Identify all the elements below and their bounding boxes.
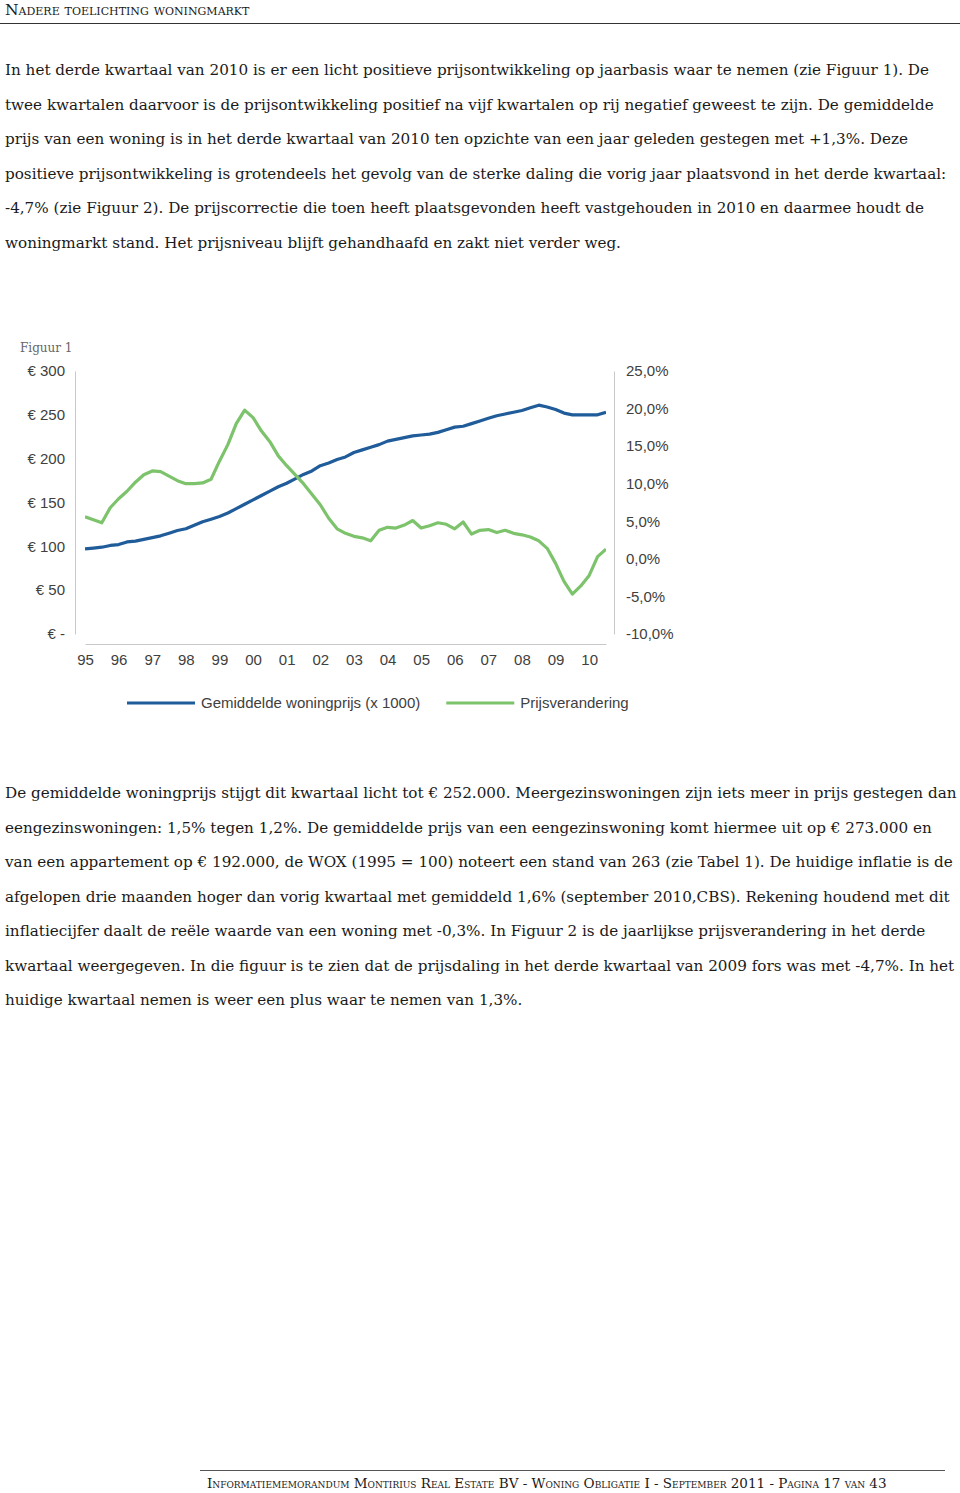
page-footer: Informatiememorandum Montirius Real Esta… bbox=[207, 1474, 886, 1492]
y2-axis-tick-label: 15,0% bbox=[626, 437, 669, 454]
y-axis-tick: € 50 bbox=[36, 581, 75, 598]
x-axis-tick-label: 02 bbox=[312, 651, 329, 668]
y2-axis-tick-label: 5,0% bbox=[626, 513, 660, 530]
x-axis: 95 96 97 98 99 00 01 02 03 04 05 06 07 08 09 10 bbox=[77, 644, 606, 668]
y-axis-tick: € 150 bbox=[27, 494, 75, 511]
y2-axis: -10,0% -5,0% 0,0% 5,0% 10,0% 15,0% 20,0% 25,0% bbox=[614, 362, 674, 642]
x-axis-tick-label: 04 bbox=[380, 651, 397, 668]
x-axis-tick-label: 95 bbox=[77, 651, 94, 668]
x-axis-tick: 96 bbox=[111, 644, 128, 668]
legend-item: Gemiddelde woningprijs (x 1000) bbox=[127, 694, 420, 711]
x-axis-tick-label: 01 bbox=[279, 651, 296, 668]
y2-axis-tick-label: 0,0% bbox=[626, 550, 660, 567]
y2-axis-tick: 20,0% bbox=[614, 400, 669, 417]
x-axis-tick-label: 10 bbox=[581, 651, 598, 668]
x-axis-tick: 05 bbox=[413, 644, 430, 668]
x-axis-tick: 09 bbox=[548, 644, 565, 668]
chart: € - € 50 € 100 € 150 € 200 € 250 € 300 -10,0% -5… bbox=[0, 340, 960, 740]
data-line bbox=[85, 410, 606, 594]
y-axis-tick: € - bbox=[47, 625, 75, 642]
x-axis-tick-label: 05 bbox=[413, 651, 430, 668]
legend-swatch bbox=[446, 701, 514, 704]
y-axis-tick: € 100 bbox=[27, 538, 75, 555]
x-axis-tick: 08 bbox=[514, 644, 531, 668]
x-axis-tick-label: 08 bbox=[514, 651, 531, 668]
x-axis-tick: 98 bbox=[178, 644, 195, 668]
page-heading: Nadere toelichting woningmarkt bbox=[5, 0, 249, 20]
y2-axis-tick-label: -5,0% bbox=[626, 588, 665, 605]
y2-axis-tick: 0,0% bbox=[614, 550, 660, 567]
heading-rule bbox=[0, 23, 960, 24]
x-axis-tick: 01 bbox=[279, 644, 296, 668]
legend-item: Prijsverandering bbox=[446, 694, 628, 711]
y-axis-tick-label: € 150 bbox=[27, 494, 65, 511]
y2-axis-tick-label: 10,0% bbox=[626, 475, 669, 492]
legend-swatch bbox=[127, 701, 195, 704]
x-axis-tick: 95 bbox=[77, 644, 94, 668]
legend: Gemiddelde woningprijs (x 1000) Prijsvera… bbox=[127, 694, 629, 711]
y-axis-tick-label: € 100 bbox=[27, 538, 65, 555]
x-axis-tick-label: 99 bbox=[212, 651, 229, 668]
x-axis-tick: 00 bbox=[245, 644, 262, 668]
y2-axis-tick: 15,0% bbox=[614, 437, 669, 454]
y2-axis-line bbox=[614, 372, 615, 635]
legend-label: Gemiddelde woningprijs (x 1000) bbox=[201, 694, 420, 711]
y-axis-tick-label: € 200 bbox=[27, 450, 65, 467]
x-axis-tick: 97 bbox=[144, 644, 161, 668]
x-axis-tick: 06 bbox=[447, 644, 464, 668]
y2-axis-tick-label: -10,0% bbox=[626, 625, 674, 642]
x-axis-tick-label: 03 bbox=[346, 651, 363, 668]
y-axis-line bbox=[75, 372, 76, 635]
x-axis-tick-label: 06 bbox=[447, 651, 464, 668]
figure-label: Figuur 1 bbox=[20, 341, 73, 355]
x-axis-line bbox=[86, 644, 607, 645]
legend-label: Prijsverandering bbox=[520, 694, 628, 711]
paragraph: In het derde kwartaal van 2010 is er een… bbox=[5, 53, 957, 260]
y2-axis-tick: 5,0% bbox=[614, 513, 660, 530]
y-axis-tick-label: € 300 bbox=[27, 362, 65, 379]
y2-axis-tick-label: 25,0% bbox=[626, 362, 669, 379]
y2-axis-tick: 25,0% bbox=[614, 362, 669, 379]
x-axis-tick-label: 96 bbox=[111, 651, 128, 668]
y-axis-tick: € 250 bbox=[27, 406, 75, 423]
x-axis-tick-label: 07 bbox=[481, 651, 498, 668]
y2-axis-tick: -5,0% bbox=[614, 588, 665, 605]
y-axis-tick-label: € 250 bbox=[27, 406, 65, 423]
y2-axis-tick: 10,0% bbox=[614, 475, 669, 492]
x-axis-tick: 03 bbox=[346, 644, 363, 668]
paragraph: De gemiddelde woningprijs stijgt dit kwa… bbox=[5, 776, 957, 1018]
y-axis-tick-label: € 50 bbox=[36, 581, 65, 598]
y-axis-tick: € 300 bbox=[27, 362, 75, 379]
y-axis: € - € 50 € 100 € 150 € 200 € 250 € 300 bbox=[27, 362, 75, 642]
data-line bbox=[85, 405, 606, 549]
x-axis-tick-label: 00 bbox=[245, 651, 262, 668]
y-axis-tick: € 200 bbox=[27, 450, 75, 467]
x-axis-tick-label: 09 bbox=[548, 651, 565, 668]
x-axis-tick: 10 bbox=[581, 644, 598, 668]
footer-rule bbox=[200, 1470, 945, 1471]
x-axis-tick-label: 97 bbox=[144, 651, 161, 668]
y-axis-tick-label: € - bbox=[47, 625, 65, 642]
plot-area bbox=[85, 405, 606, 594]
x-axis-tick: 99 bbox=[212, 644, 229, 668]
x-axis-tick-label: 98 bbox=[178, 651, 195, 668]
y2-axis-tick-label: 20,0% bbox=[626, 400, 669, 417]
y2-axis-tick: -10,0% bbox=[614, 625, 674, 642]
x-axis-tick: 07 bbox=[481, 644, 498, 668]
x-axis-tick: 02 bbox=[312, 644, 329, 668]
x-axis-tick: 04 bbox=[380, 644, 397, 668]
